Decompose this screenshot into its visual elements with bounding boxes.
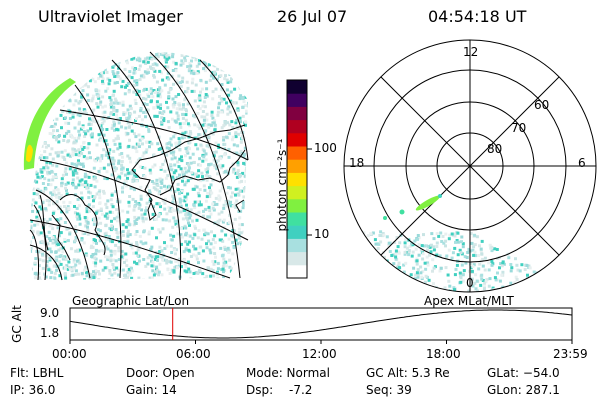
colorbar-tick-10: 10 [314,227,330,241]
colorbar-swatch [287,238,307,253]
aurora-arc-feature [415,195,441,211]
timeline-tick-1800: 18:00 [426,347,461,361]
timeline-y-top: 9.0 [40,306,60,320]
info-mode: Mode: Normal [246,366,330,380]
colorbar-swatch [287,172,307,187]
info-dsp-label: Dsp: [246,383,274,397]
colorbar-swatch [287,159,307,173]
colorbar-swatch [287,251,307,266]
colorbar-swatch [287,80,307,94]
coastlines [39,124,246,261]
colorbar-swatch [287,119,307,134]
timeline-right-caption: Apex MLat/MLT [424,294,514,308]
colorbar-unit-label: photon cm⁻²s⁻¹ [275,138,289,232]
colorbar-swatch [287,225,307,239]
timeline-tick-1200: 12:00 [302,347,337,361]
polar-lat-80: 80 [487,142,503,156]
colorbar-swatch [287,106,307,121]
geo-grid [29,51,249,281]
timeline-left-caption: Geographic Lat/Lon [72,294,190,308]
aurora-speckle-polar [362,230,538,292]
date-label: 26 Jul 07 [277,7,348,26]
colorbar-swatch [287,132,307,147]
polar-plot [343,39,597,293]
info-seq: Seq: 39 [366,383,412,397]
colorbar-tick-100: 100 [314,141,337,155]
limb-glow-bright [26,144,33,162]
info-ip: IP: 36.0 [10,383,56,397]
colorbar-swatch [287,198,307,213]
colorbar [286,79,312,279]
geographic-image [23,51,249,281]
info-glat: GLat: −54.0 [487,366,560,380]
page-title: Ultraviolet Imager [38,7,183,26]
altitude-timeline [69,307,573,344]
colorbar-swatch [287,146,307,160]
colorbar-swatch [287,212,307,226]
polar-lat-60: 60 [534,98,550,112]
polar-label-0: 0 [466,276,474,290]
polar-label-6: 6 [578,156,586,170]
timeline-tick-0000: 00:00 [52,347,87,361]
timeline-y-axis-label: GC Alt [10,305,24,343]
timeline-tick-2359: 23:59 [553,347,588,361]
info-gcalt: GC Alt: 5.3 Re [366,366,450,380]
polar-lat-70: 70 [511,121,527,135]
colorbar-swatch [287,93,307,107]
timeline-tick-0600: 06:00 [176,347,211,361]
info-door: Door: Open [126,366,195,380]
timeline-y-bottom: 1.8 [40,326,60,340]
polar-label-12: 12 [463,45,479,59]
colorbar-swatch [287,264,307,279]
polar-label-18: 18 [349,156,365,170]
time-label: 04:54:18 UT [428,7,527,26]
colorbar-swatch [287,185,307,200]
info-gain: Gain: 14 [126,383,177,397]
info-glon: GLon: 287.1 [487,383,560,397]
info-flt: Flt: LBHL [10,366,64,380]
info-dsp-value: -7.2 [289,383,313,397]
